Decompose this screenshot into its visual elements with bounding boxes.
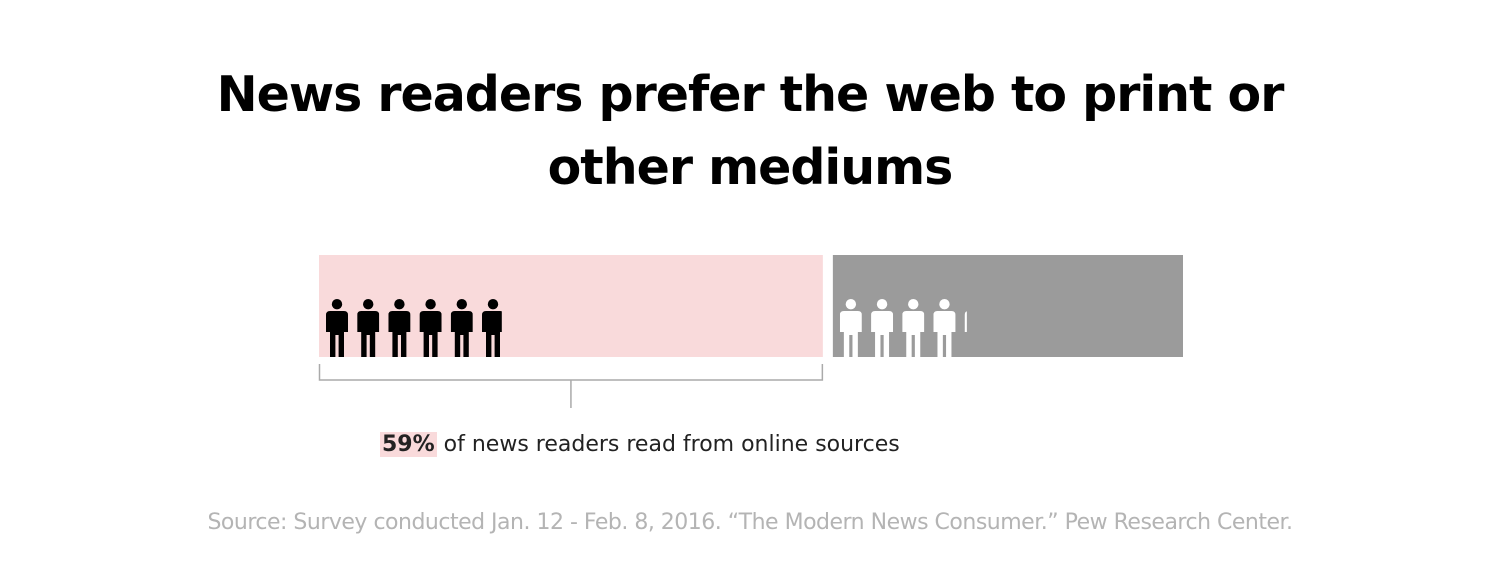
chart-title-line-2: other mediums: [547, 139, 954, 196]
source-note: Source: Survey conducted Jan. 12 - Feb. …: [207, 510, 1293, 535]
stacked-bar-chart: [318, 255, 1183, 408]
online-bracket: [318, 364, 824, 408]
caption-percent: 59%: [380, 432, 437, 457]
chart-title-line-1: News readers prefer the web to print or: [216, 66, 1285, 123]
chart-caption: 59% of news readers read from online sou…: [380, 429, 900, 461]
other-bar: [832, 255, 1183, 357]
bar-group: [319, 255, 1183, 357]
caption-text: of news readers read from online sources: [436, 432, 900, 457]
bracket-line: [318, 364, 824, 408]
chart-title: News readers prefer the web to print or …: [0, 58, 1500, 204]
